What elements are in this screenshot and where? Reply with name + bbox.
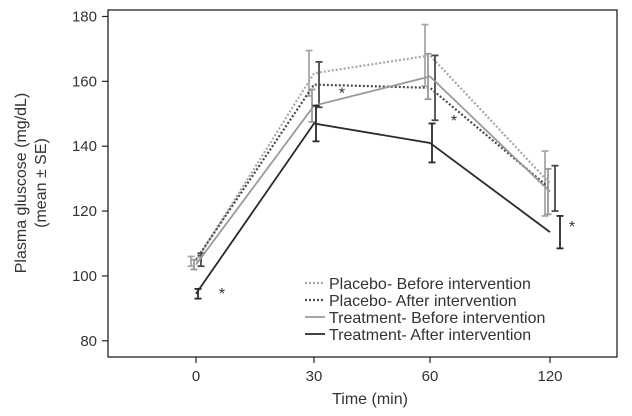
series-line	[195, 54, 551, 262]
significance-marker: *	[339, 86, 345, 103]
legend-label: Placebo- After intervention	[329, 293, 517, 310]
y-tick-label: 180	[72, 8, 97, 25]
series-2	[195, 54, 559, 268]
y-tick-label: 80	[80, 333, 97, 350]
legend-label: Treatment- Before intervention	[329, 310, 545, 327]
y-tick-label: 160	[72, 73, 97, 90]
y-axis: 80 100 120 140 160 180	[72, 8, 108, 350]
series-layer	[187, 23, 564, 300]
plot-frame	[107, 9, 618, 358]
y-axis-title-line-1: Plasma gluscose (mg/dL)	[13, 93, 30, 274]
legend-label: Treatment- After intervention	[329, 327, 531, 344]
x-axis: 0 30 60 120	[192, 357, 563, 385]
x-tick-label: 120	[537, 368, 562, 385]
series-line	[195, 83, 551, 261]
significance-marker: *	[219, 286, 225, 303]
y-tick-label: 120	[72, 203, 97, 220]
significance-marker: *	[569, 219, 575, 236]
x-tick-label: 30	[306, 368, 323, 385]
annotations: * * * *	[219, 86, 575, 303]
y-axis-title-line-2: (mean ± SE)	[33, 138, 50, 228]
legend-label: Placebo- Before intervention	[329, 276, 531, 293]
series-3	[190, 52, 552, 271]
series-4	[194, 104, 564, 300]
significance-marker: *	[451, 113, 457, 130]
y-tick-label: 100	[72, 268, 97, 285]
series-line	[195, 75, 551, 266]
series-1	[187, 23, 551, 268]
x-tick-label: 0	[192, 368, 200, 385]
series-line	[195, 122, 551, 295]
x-tick-label: 60	[422, 368, 439, 385]
y-tick-label: 140	[72, 138, 97, 155]
x-axis-title: Time (min)	[332, 391, 408, 408]
plot-border	[107, 9, 618, 358]
